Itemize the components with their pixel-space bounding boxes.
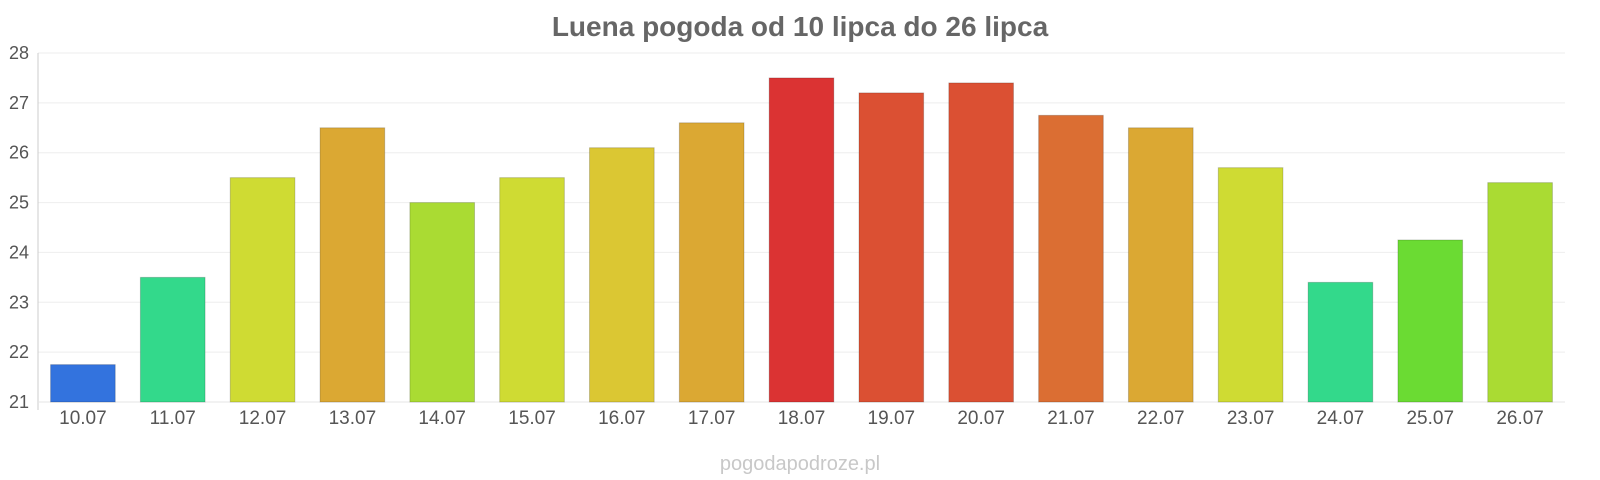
x-tick-label: 25.07 <box>1406 408 1454 429</box>
x-axis-labels: 10.07 11.07 12.07 13.07 14.07 15.07 16.07 17.07… <box>59 408 1544 429</box>
x-tick-label: 17.07 <box>688 408 736 429</box>
bar-18.07 <box>768 77 835 403</box>
bars <box>50 77 1553 403</box>
x-tick-label: 22.07 <box>1137 408 1185 429</box>
x-tick-label: 18.07 <box>778 408 826 429</box>
bar-12.07 <box>229 177 296 403</box>
bar-15.07 <box>499 177 565 403</box>
y-tick-label: 24 <box>9 242 29 262</box>
bar-11.07 <box>139 276 206 403</box>
bar-20.07 <box>948 82 1014 403</box>
x-tick-label: 13.07 <box>329 408 377 429</box>
y-tick-label: 26 <box>9 143 29 163</box>
y-tick-label: 22 <box>9 342 29 362</box>
bar-10.07 <box>50 364 116 403</box>
x-tick-label: 26.07 <box>1496 408 1544 429</box>
y-tick-label: 23 <box>9 292 29 312</box>
y-tick-label: 21 <box>9 392 29 412</box>
bar-13.07 <box>319 127 386 403</box>
x-tick-label: 19.07 <box>868 408 916 429</box>
bar-25.07 <box>1397 239 1464 403</box>
bar-16.07 <box>589 147 655 403</box>
y-tick-label: 28 <box>9 43 29 63</box>
x-tick-label: 16.07 <box>598 408 646 429</box>
x-tick-label: 12.07 <box>239 408 287 429</box>
watermark: pogodapodroze.pl <box>720 453 880 475</box>
x-tick-label: 15.07 <box>508 408 556 429</box>
bar-24.07 <box>1307 281 1374 403</box>
x-tick-label: 14.07 <box>418 408 466 429</box>
x-tick-label: 23.07 <box>1227 408 1275 429</box>
bar-14.07 <box>409 202 476 403</box>
x-tick-label: 24.07 <box>1317 408 1365 429</box>
y-tick-label: 25 <box>9 193 29 213</box>
x-tick-label: 11.07 <box>150 408 196 429</box>
x-tick-label: 20.07 <box>957 408 1005 429</box>
bar-23.07 <box>1217 167 1284 403</box>
y-tick-label: 27 <box>9 93 29 113</box>
bar-19.07 <box>858 92 925 403</box>
bar-22.07 <box>1127 127 1194 403</box>
bar-26.07 <box>1487 182 1553 403</box>
chart-title: Luena pogoda od 10 lipca do 26 lipca <box>552 11 1049 42</box>
bar-21.07 <box>1038 114 1104 403</box>
bar-17.07 <box>678 122 745 403</box>
x-tick-label: 21.07 <box>1047 408 1095 429</box>
x-tick-label: 10.07 <box>59 408 107 429</box>
